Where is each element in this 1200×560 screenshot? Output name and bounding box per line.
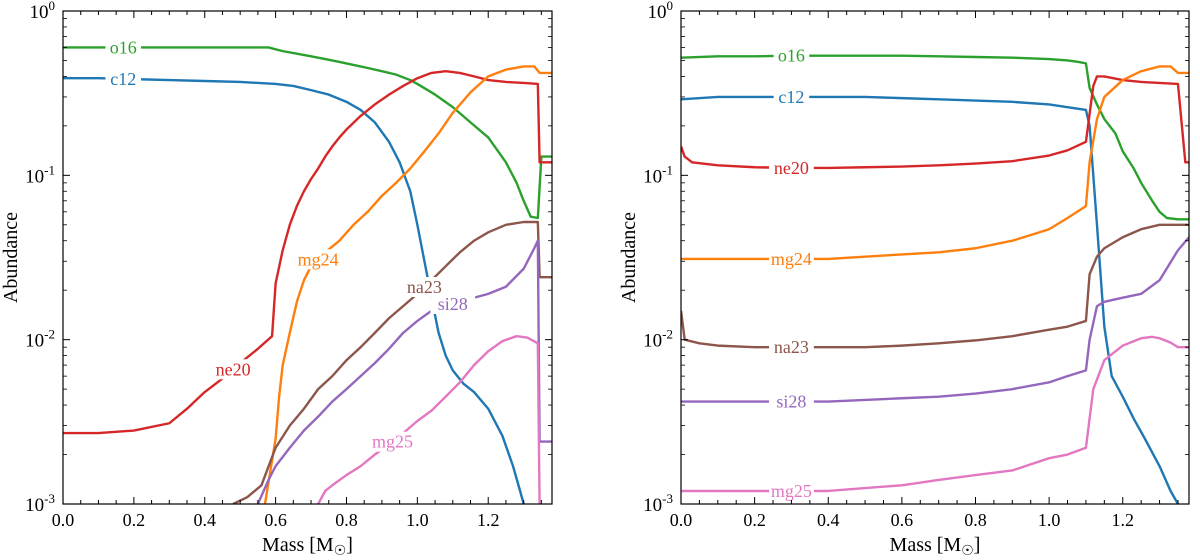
series-label-bg [402,277,447,298]
series-label-bg [769,391,814,412]
y-tick-label: 100 [30,0,56,23]
x-tick-label: 0.0 [670,510,693,530]
x-tick-label: 0.8 [335,510,358,530]
series-line-c12 [681,95,1180,504]
series-label-bg [295,249,341,270]
y-tick-label: 10-2 [643,327,673,352]
plot-frame [680,10,1190,505]
series-label-mg25: mg25 [372,432,413,452]
series-lines [63,46,552,504]
series-label-si28: si28 [438,294,468,314]
series-line-ne20 [63,70,552,435]
series-line-c12 [63,77,525,504]
x-tick-label: 1.0 [1038,510,1061,530]
series-label-mg24: mg24 [771,249,812,269]
series-label-ne20: ne20 [774,158,809,178]
y-tick-label: 10-1 [643,162,673,187]
y-tick-label: 10-3 [25,491,55,516]
series-line-si28 [256,239,552,504]
series-line-mg24 [681,65,1189,261]
series-label-ne20: ne20 [216,359,251,379]
series-label-bg [773,86,810,107]
series-label-bg [769,480,814,501]
chart-panel-2: o16 c12 ne20 mg24 na23 si28 mg25 0.0 0.2 0.4 0.6 0.… [618,0,1190,559]
series-line-mg25 [681,335,1189,493]
x-tick-label: 1.0 [406,510,429,530]
plot-frame [62,10,553,505]
series-label-bg [430,293,476,314]
series-label-si28: si28 [776,392,806,412]
x-tick-label: 0.6 [264,510,287,530]
series-label-bg [769,157,814,178]
series-label-bg [769,248,814,269]
series-label-o16: o16 [110,37,137,57]
series-label-bg [370,431,415,452]
y-tick-label: 10-1 [25,162,55,187]
y-axis-label: Abundance [0,212,22,303]
series-label-na23: na23 [407,277,442,297]
series-label-bg [210,359,256,380]
series-label-bg [105,37,142,58]
series-label-na23: na23 [774,337,809,357]
series-line-o16 [681,54,1189,221]
x-tick-label: 0.6 [891,510,914,530]
x-tick-label: 0.8 [964,510,987,530]
series-line-ne20 [681,75,1189,170]
x-tick-label: 0.4 [817,510,840,530]
y-tick-label: 100 [648,0,674,23]
x-axis-label: Mass [M☉] [890,534,981,555]
x-tick-label: 0.0 [52,510,75,530]
series-label-mg25: mg25 [771,481,812,501]
series-line-na23 [681,223,1189,349]
series-label-bg [105,68,142,89]
series-line-na23 [232,220,552,504]
series-label-mg24: mg24 [298,249,339,269]
x-tick-label: 0.2 [743,510,766,530]
series-label-c12: c12 [778,87,804,107]
x-tick-label: 0.4 [193,510,216,530]
x-tick-label: 0.2 [123,510,146,530]
y-axis-label: Abundance [618,212,640,303]
x-axis-label: Mass [M☉] [262,534,353,555]
series-line-mg24 [263,65,552,504]
series-line-mg25 [317,334,541,504]
series-label-o16: o16 [778,46,805,66]
y-tick-label: 10-3 [643,491,673,516]
y-tick-label: 10-2 [25,327,55,352]
x-tick-label: 1.2 [1111,510,1134,530]
series-label-bg [769,337,814,358]
series-label-bg [773,45,810,66]
series-lines [681,54,1189,504]
x-tick-label: 1.2 [477,510,500,530]
series-label-c12: c12 [110,69,136,89]
series-line-o16 [63,46,552,220]
